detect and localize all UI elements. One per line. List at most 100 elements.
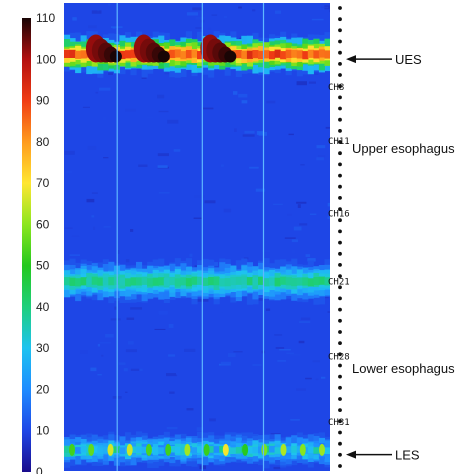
heatmap-cell [105, 333, 114, 338]
heatmap-cell [321, 376, 326, 379]
heatmap-cell [280, 276, 287, 285]
heatmap-cell [139, 368, 143, 372]
heatmap-cell [329, 9, 330, 13]
heatmap-cell [267, 225, 271, 227]
heatmap-cell [220, 312, 223, 314]
heatmap-cell [169, 391, 175, 394]
heatmap-cell [97, 277, 104, 286]
heatmap-cell [169, 445, 176, 453]
sensor-dot [338, 464, 342, 468]
sensor-dot [338, 17, 342, 22]
heatmap-cell [119, 277, 126, 286]
heatmap-cell [208, 277, 215, 286]
heatmap-cell [275, 347, 285, 349]
heatmap-cell [158, 311, 168, 315]
sensor-dot [338, 117, 342, 122]
heatmap-cell [174, 446, 181, 454]
heatmap-cell [228, 353, 236, 357]
heatmap-cell [324, 277, 330, 286]
heatmap-cell [97, 374, 102, 376]
heatmap-cell [197, 276, 204, 285]
heatmap-cell [110, 318, 121, 321]
heatmap-cell [80, 50, 87, 59]
heatmap-cell [299, 443, 306, 456]
heatmap-cell [249, 166, 259, 169]
heatmap-cell [69, 277, 76, 286]
heatmap-cell [224, 278, 231, 287]
heatmap-cell [300, 317, 311, 320]
heatmap-cell [213, 446, 220, 453]
heatmap-cell [72, 17, 77, 21]
heatmap-cell [88, 25, 97, 29]
sensor-dot [338, 341, 342, 345]
colorbar-tick-70: 70 [36, 176, 50, 190]
sensor-dot [338, 363, 342, 368]
heatmap-cell [194, 194, 206, 199]
heatmap-cell [169, 276, 176, 286]
heatmap-cell [288, 133, 294, 136]
heatmap-cell [157, 50, 170, 63]
heatmap-cell [230, 277, 237, 286]
heatmap-cell [166, 374, 178, 377]
sensor-dot [338, 285, 342, 290]
heatmap-cell [327, 311, 330, 313]
heatmap-cell [82, 106, 90, 108]
sensor-dot [338, 330, 342, 334]
heatmap-cell [207, 27, 212, 30]
heatmap-cell [302, 51, 309, 60]
heatmap-cell [130, 229, 134, 232]
colorbar-tick-10: 10 [36, 424, 50, 438]
heatmap-cell [280, 443, 287, 456]
heatmap-cell [252, 446, 259, 454]
sensor-dot [338, 151, 342, 156]
heatmap-cell [141, 276, 148, 285]
sensor-dot [338, 318, 342, 323]
heatmap-cell [191, 49, 198, 58]
heatmap-cell [289, 354, 301, 356]
colorbar-tick-100: 100 [36, 52, 56, 66]
sensor-dot [338, 374, 342, 379]
sensor-dot [338, 441, 342, 446]
heatmap-cell [65, 171, 73, 173]
heatmap-cell [224, 50, 237, 63]
heatmap-divider-lines [116, 3, 265, 471]
heatmap-cell [291, 278, 298, 287]
heatmap-cell [158, 277, 165, 286]
colorbar-tick-60: 60 [36, 217, 50, 231]
heatmap-cell [223, 16, 228, 18]
annotation-ues: UES [395, 52, 422, 67]
heatmap-cell [158, 110, 169, 113]
heatmap-cell [285, 49, 292, 58]
sensor-dot [338, 207, 342, 212]
heatmap-cell [112, 27, 116, 29]
heatmap-cell [296, 388, 306, 391]
heatmap-cell [269, 277, 276, 286]
heatmap-cell [266, 100, 276, 104]
heatmap-cell [305, 254, 311, 257]
heatmap-cell [308, 81, 316, 84]
heatmap-cell [258, 446, 265, 453]
heatmap-cell [158, 447, 165, 454]
heatmap-cell [258, 50, 265, 59]
heatmap-cell [86, 198, 95, 203]
heatmap-cell [319, 443, 325, 456]
heatmap-cell [101, 354, 104, 357]
sensor-dot [338, 430, 342, 435]
heatmap-cell [265, 308, 271, 311]
heatmap-cell [252, 9, 256, 12]
heatmap-cell [263, 50, 270, 59]
heatmap-cell [246, 447, 253, 454]
heatmap-cell [93, 226, 96, 230]
sensor-dot [338, 106, 342, 111]
sensor-dot [338, 39, 342, 44]
heatmap-cell [307, 278, 314, 287]
heatmap-cell [284, 237, 296, 239]
heatmap-cell [64, 227, 73, 229]
heatmap-cell [166, 373, 176, 376]
heatmap-cell [109, 50, 122, 63]
heatmap-cell [274, 334, 283, 336]
heatmap-cell [241, 276, 248, 285]
heatmap-cell [169, 49, 176, 58]
heatmap-cell [195, 16, 205, 20]
